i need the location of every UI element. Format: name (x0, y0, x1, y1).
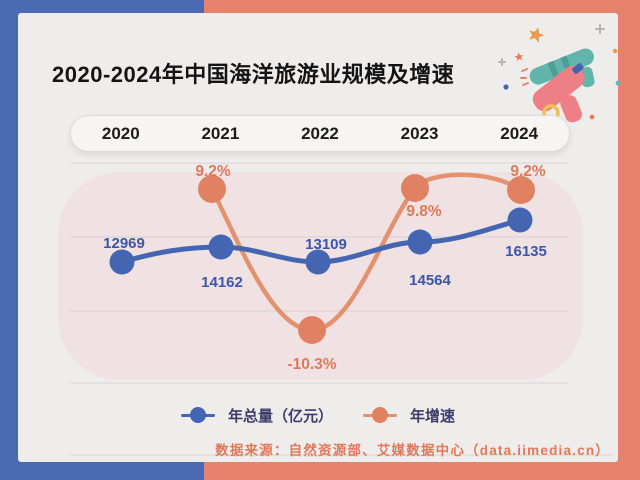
gridlines (70, 162, 612, 456)
growth-value-label-2024: 9.2% (510, 163, 546, 180)
total-point-2022 (305, 249, 331, 275)
chart-title: 2020-2024年中国海洋旅游业规模及增速 (52, 62, 455, 87)
growth-point-2021 (198, 175, 226, 203)
confetti-dot-icon (503, 84, 509, 90)
year-label-2023: 2023 (400, 123, 439, 143)
growth-value-label-2022: -10.3% (287, 356, 336, 373)
total-value-label-2021: 14162 (201, 274, 243, 291)
total-point-2023 (407, 229, 433, 255)
pink-water-gun-icon (532, 63, 585, 123)
legend-item-growth: 年增速 (363, 405, 455, 426)
legend-label-growth: 年增速 (410, 407, 456, 425)
star-icon (529, 27, 545, 43)
years-bar: 2020 2021 2022 2023 2024 (70, 115, 570, 152)
total-value-label-2023: 14564 (409, 272, 451, 289)
confetti-dot-icon (612, 48, 618, 54)
confetti-gun-icon (498, 24, 621, 123)
year-label-2021: 2021 (201, 123, 240, 143)
data-source-text: 数据来源：自然资源部、艾媒数据中心（data.iimedia.cn） (215, 443, 610, 458)
total-series-points (109, 207, 533, 275)
year-label-2022: 2022 (301, 123, 339, 143)
plus-sparkle-icon (498, 24, 605, 66)
total-point-2024 (507, 207, 533, 233)
legend-label-total: 年总量（亿元） (227, 407, 333, 425)
growth-series-line (209, 172, 524, 333)
growth-series-points (198, 174, 535, 344)
total-value-label-2022: 13109 (305, 236, 347, 253)
confetti-dot-icon (589, 114, 595, 120)
growth-point-2022 (298, 316, 326, 344)
year-label-2024: 2024 (500, 123, 539, 143)
growth-value-label-2021: 9.2% (195, 163, 231, 180)
confetti-dot-icon (615, 80, 621, 86)
infographic-card: 2020-2024年中国海洋旅游业规模及增速 (18, 13, 621, 462)
legend-item-total: 年总量（亿元） (180, 405, 333, 426)
growth-point-2024 (507, 176, 535, 204)
total-value-label-2024: 16135 (505, 243, 547, 260)
growth-series-marker-icon (363, 407, 397, 423)
line-chart: 12969 14162 13109 14564 16135 9.2% -10.3… (58, 162, 612, 456)
chart-legend: 年总量（亿元） 年增速 (18, 402, 618, 428)
growth-value-label-2023: 9.8% (406, 203, 442, 220)
sparkle-icon (520, 68, 529, 86)
total-value-label-2020: 12969 (103, 235, 145, 252)
year-label-2020: 2020 (101, 123, 140, 143)
small-star-icon (514, 52, 524, 62)
growth-point-2023 (401, 174, 429, 202)
total-point-2021 (208, 234, 234, 260)
plot-background (58, 172, 583, 380)
total-point-2020 (109, 249, 135, 275)
total-series-marker-icon (180, 407, 215, 423)
